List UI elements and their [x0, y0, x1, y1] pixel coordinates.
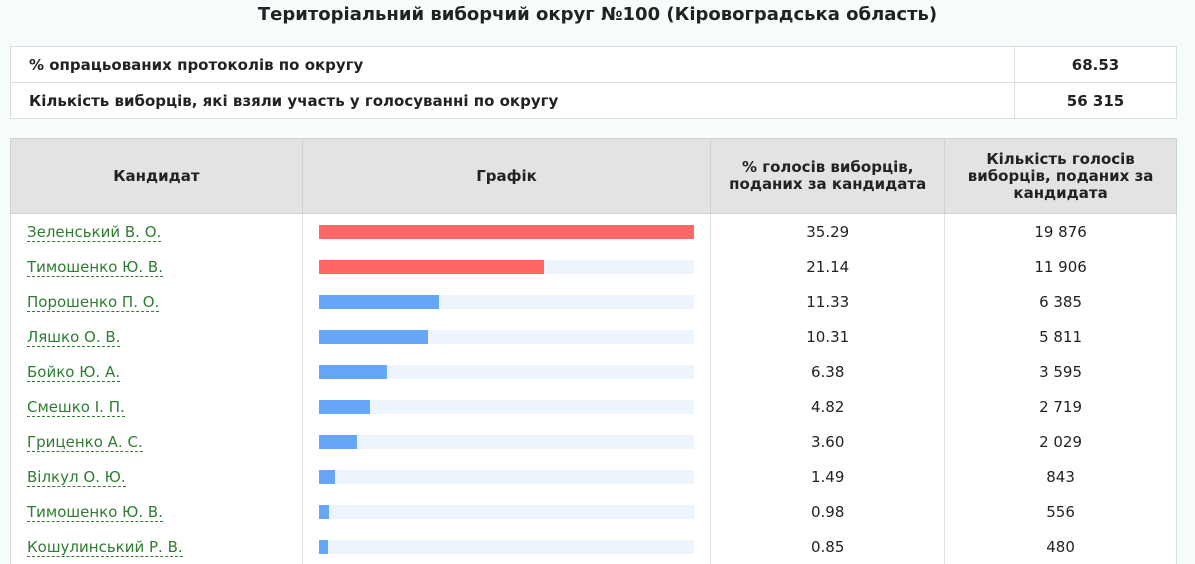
- candidate-row: Порошенко П. О. 11.33 6 385: [10, 284, 1177, 319]
- bar-track: [318, 399, 695, 414]
- summary-label: % опрацьованих протоколів по округу: [10, 46, 1015, 83]
- bar: [318, 294, 440, 309]
- percent: 11.33: [710, 284, 946, 319]
- bar-track: [318, 224, 695, 239]
- votes: 3 595: [944, 354, 1177, 389]
- candidate-row: Смешко І. П. 4.82 2 719: [10, 389, 1177, 424]
- name-cell: Вілкул О. Ю.: [10, 459, 303, 494]
- percent: 10.31: [710, 319, 946, 354]
- title: Територіальний виборчий округ №100 (Кіро…: [257, 4, 938, 25]
- votes: 11 906: [944, 249, 1177, 284]
- candidate-row: Гриценко А. С. 3.60 2 029: [10, 424, 1177, 459]
- chart-cell: [301, 319, 712, 354]
- name-cell: Ляшко О. В.: [10, 319, 303, 354]
- percent: 0.85: [710, 529, 946, 564]
- candidate-name[interactable]: Тимошенко Ю. В.: [27, 257, 163, 277]
- column-header: Кількість голосів виборців, поданих за к…: [944, 138, 1177, 214]
- percent: 35.29: [710, 213, 946, 249]
- chart-cell: [301, 459, 712, 494]
- chart-cell: [301, 494, 712, 529]
- candidate-name[interactable]: Ляшко О. В.: [27, 327, 121, 347]
- chart-cell: [301, 389, 712, 424]
- bar-track: [318, 504, 695, 519]
- bar-track: [318, 364, 695, 379]
- chart-cell: [301, 354, 712, 389]
- name-cell: Тимошенко Ю. В.: [10, 249, 303, 284]
- bar-track: [318, 259, 695, 274]
- candidate-row: Зеленський В. О. 35.29 19 876: [10, 213, 1177, 249]
- candidate-name[interactable]: Смешко І. П.: [27, 397, 125, 417]
- percent: 1.49: [710, 459, 946, 494]
- bar-track: [318, 539, 695, 554]
- votes: 2 029: [944, 424, 1177, 459]
- candidate-name[interactable]: Порошенко П. О.: [27, 292, 160, 312]
- name-cell: Тимошенко Ю. В.: [10, 494, 303, 529]
- summary-label: Кількість виборців, які взяли участь у г…: [10, 82, 1015, 119]
- column-header: % голосів виборців, поданих за кандидата: [710, 138, 946, 214]
- candidate-name[interactable]: Бойко Ю. А.: [27, 362, 120, 382]
- candidate-name[interactable]: Тимошенко Ю. В.: [27, 502, 163, 522]
- results-table: Кандидат Графік% голосів виборців, подани…: [10, 138, 1177, 564]
- votes: 6 385: [944, 284, 1177, 319]
- name-cell: Бойко Ю. А.: [10, 354, 303, 389]
- votes: 19 876: [944, 213, 1177, 249]
- chart-cell: [301, 284, 712, 319]
- summary-row: Кількість виборців, які взяли участь у г…: [10, 82, 1177, 119]
- bar: [318, 364, 387, 379]
- bar: [318, 504, 330, 519]
- summary-value: 68.53: [1014, 46, 1177, 83]
- name-cell: Смешко І. П.: [10, 389, 303, 424]
- chart-cell: [301, 529, 712, 564]
- name-cell: Кошулинський Р. В.: [10, 529, 303, 564]
- votes: 843: [944, 459, 1177, 494]
- summary-table: % опрацьованих протоколів по округу 68.53…: [10, 46, 1177, 119]
- bar: [318, 224, 695, 239]
- candidate-name[interactable]: Зеленський В. О.: [27, 222, 162, 242]
- chart-cell: [301, 249, 712, 284]
- name-cell: Порошенко П. О.: [10, 284, 303, 319]
- candidate-name[interactable]: Вілкул О. Ю.: [27, 467, 126, 487]
- bar: [318, 539, 328, 554]
- chart-cell: [301, 424, 712, 459]
- votes: 556: [944, 494, 1177, 529]
- chart-cell: [301, 213, 712, 249]
- bar: [318, 259, 544, 274]
- bar-track: [318, 469, 695, 484]
- percent: 21.14: [710, 249, 946, 284]
- votes: 2 719: [944, 389, 1177, 424]
- bar: [318, 469, 335, 484]
- percent: 4.82: [710, 389, 946, 424]
- percent: 3.60: [710, 424, 946, 459]
- column-header: Графік: [301, 138, 712, 214]
- candidate-row: Тимошенко Ю. В. 21.14 11 906: [10, 249, 1177, 284]
- percent: 6.38: [710, 354, 946, 389]
- bar-track: [318, 294, 695, 309]
- summary-value: 56 315: [1014, 82, 1177, 119]
- percent: 0.98: [710, 494, 946, 529]
- candidate-row: Вілкул О. Ю. 1.49 843: [10, 459, 1177, 494]
- summary-row: % опрацьованих протоколів по округу 68.53: [10, 46, 1177, 83]
- bar-track: [318, 434, 695, 449]
- candidate-row: Ляшко О. В. 10.31 5 811: [10, 319, 1177, 354]
- votes: 480: [944, 529, 1177, 564]
- bar: [318, 329, 429, 344]
- bar-track: [318, 329, 695, 344]
- candidate-row: Бойко Ю. А. 6.38 3 595: [10, 354, 1177, 389]
- name-cell: Зеленський В. О.: [10, 213, 303, 249]
- candidate-row: Кошулинський Р. В. 0.85 480: [10, 529, 1177, 564]
- bar: [318, 399, 371, 414]
- candidate-row: Тимошенко Ю. В. 0.98 556: [10, 494, 1177, 529]
- votes: 5 811: [944, 319, 1177, 354]
- candidate-name[interactable]: Гриценко А. С.: [27, 432, 143, 452]
- name-cell: Гриценко А. С.: [10, 424, 303, 459]
- candidate-name[interactable]: Кошулинський Р. В.: [27, 537, 183, 557]
- column-header: Кандидат: [10, 138, 303, 214]
- bar: [318, 434, 358, 449]
